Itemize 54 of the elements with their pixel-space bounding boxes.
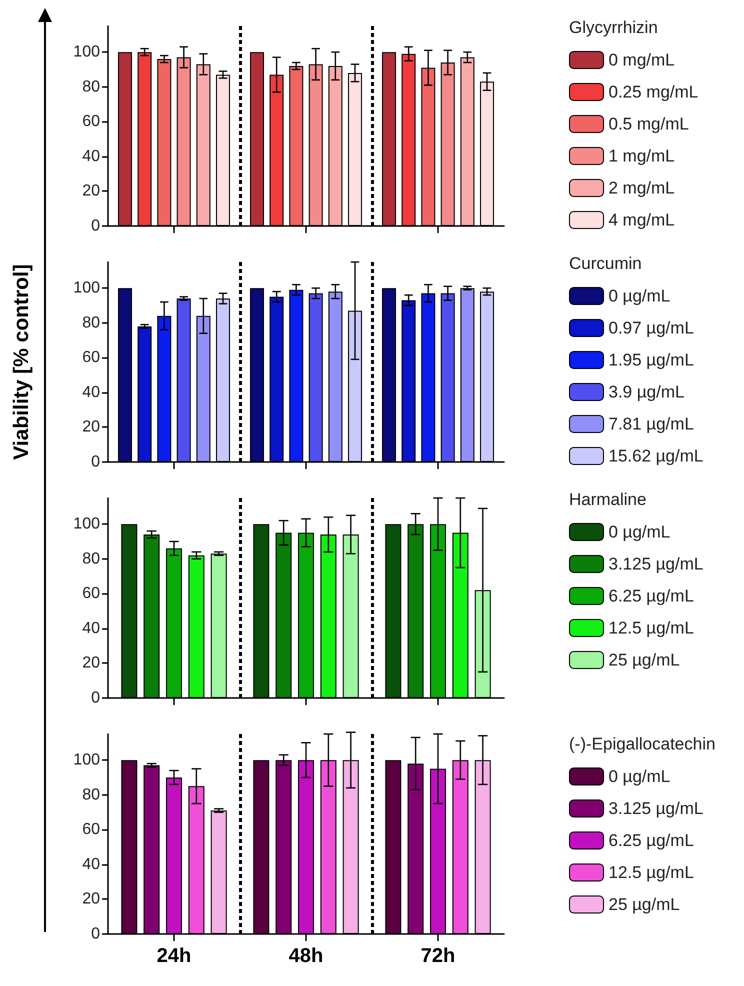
legend-label: 6.25 µg/mL xyxy=(608,586,694,606)
y-tick-label: 100 xyxy=(73,280,100,297)
y-tick-label: 80 xyxy=(82,786,100,804)
legend-label: 0 µg/mL xyxy=(608,767,670,786)
y-tick-label: 40 xyxy=(82,620,100,637)
legend-label: 0.25 mg/mL xyxy=(608,82,698,102)
y-tick-label: 60 xyxy=(82,113,100,130)
y-tick-label: 20 xyxy=(82,182,100,200)
legend-label: 3.9 µg/mL xyxy=(608,382,684,402)
legend-title: (-)-Epigallocatechin xyxy=(569,734,716,754)
y-tick-label: 40 xyxy=(82,384,100,401)
y-tick-label: 20 xyxy=(82,654,100,672)
y-tick-label: 100 xyxy=(73,516,100,533)
y-tick-label: 0 xyxy=(91,218,100,234)
y-tick-label: 80 xyxy=(82,314,100,332)
legend-title: Harmaline xyxy=(569,490,646,509)
y-tick-label: 60 xyxy=(82,821,100,838)
y-tick-label: 100 xyxy=(73,44,100,61)
y-tick-label: 100 xyxy=(73,752,100,769)
y-tick-label: 60 xyxy=(82,349,100,366)
legend-label: 4 mg/mL xyxy=(608,210,675,230)
legend-label: 1.95 µg/mL xyxy=(608,350,694,370)
legend-label: 0.5 mg/mL xyxy=(608,114,689,134)
y-tick-label: 0 xyxy=(91,690,100,706)
legend-label: 3.125 µg/mL xyxy=(608,799,704,818)
x-tick-label: 24h xyxy=(156,945,192,967)
x-tick-label: 48h xyxy=(288,945,324,967)
legend-label: 7.81 µg/mL xyxy=(608,414,694,434)
y-tick-label: 20 xyxy=(82,890,100,908)
legend-label: 0.97 µg/mL xyxy=(608,318,694,338)
legend-label: 15.62 µg/mL xyxy=(608,446,704,466)
legend-label: 1 mg/mL xyxy=(608,146,675,166)
legend-label: 3.125 µg/mL xyxy=(608,554,704,574)
legend-title: Curcumin xyxy=(569,254,642,273)
legend-label: 2 mg/mL xyxy=(608,178,675,198)
y-tick-label: 0 xyxy=(91,926,100,942)
y-axis-title: Viability [% control] xyxy=(10,264,34,460)
y-tick-label: 80 xyxy=(82,550,100,568)
legend-label: 25 µg/mL xyxy=(608,650,680,670)
legend-label: 0 µg/mL xyxy=(608,286,670,306)
legend-label: 25 µg/mL xyxy=(608,895,680,914)
y-tick-label: 20 xyxy=(82,418,100,436)
legend-title: Glycyrrhizin xyxy=(569,18,658,37)
legend-label: 0 µg/mL xyxy=(608,522,670,542)
y-tick-label: 40 xyxy=(82,856,100,873)
legend-label: 6.25 µg/mL xyxy=(608,831,694,850)
legend-label: 0 mg/mL xyxy=(608,50,675,70)
y-tick-label: 40 xyxy=(82,148,100,165)
legend-label: 12.5 µg/mL xyxy=(608,618,694,638)
y-tick-label: 0 xyxy=(91,454,100,470)
x-tick-label: 72h xyxy=(420,945,456,967)
y-tick-label: 60 xyxy=(82,585,100,602)
legend-label: 12.5 µg/mL xyxy=(608,863,694,882)
y-tick-label: 80 xyxy=(82,78,100,96)
